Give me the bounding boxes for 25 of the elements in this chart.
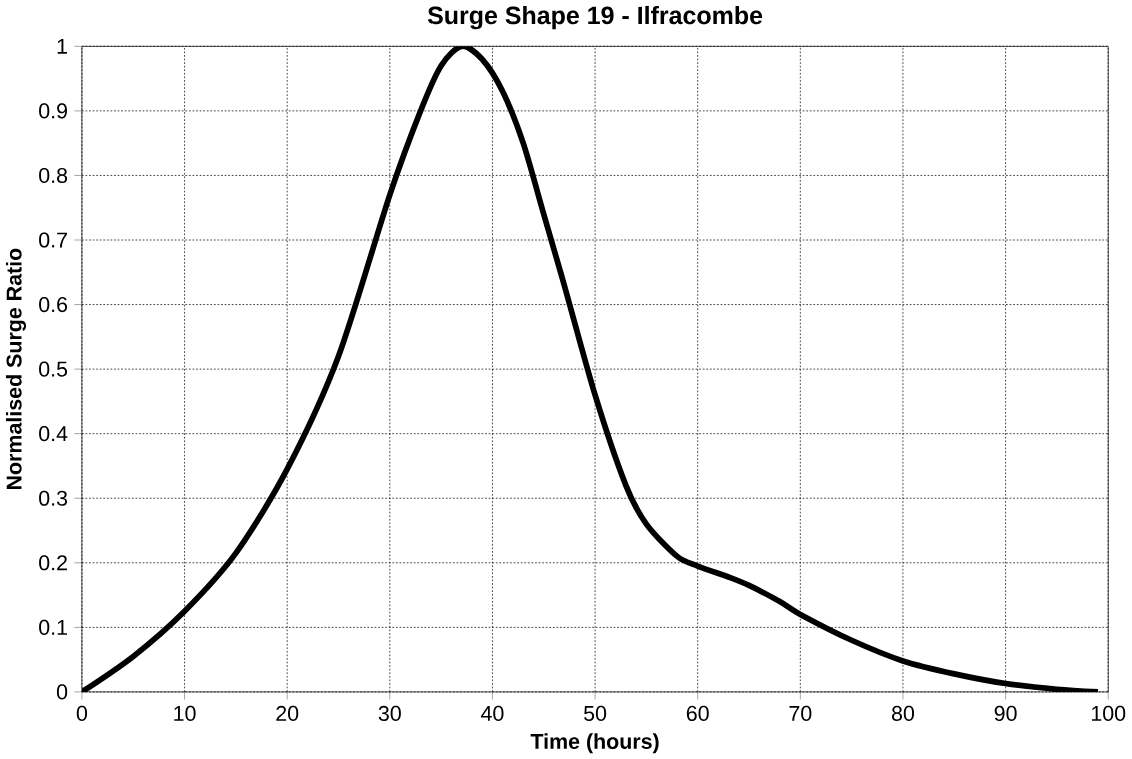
x-tick-label: 30 <box>378 705 401 721</box>
x-tick-label: 0 <box>76 705 88 721</box>
y-tick-label: 0.7 <box>39 232 67 248</box>
x-tick-label: 100 <box>1091 705 1126 721</box>
y-axis-title: Normalised Surge Ratio <box>5 248 26 489</box>
y-tick-label: 0.8 <box>39 167 68 183</box>
x-tick-label: 60 <box>686 705 709 721</box>
x-tick-label: 50 <box>584 705 607 721</box>
y-tick-label: 0 <box>56 684 68 700</box>
chart-title: Surge Shape 19 - Ilfracombe <box>427 5 763 30</box>
x-tick-label: 90 <box>994 705 1017 721</box>
x-tick-label: 20 <box>276 705 299 721</box>
x-tick-label: 40 <box>481 705 504 721</box>
y-tick-label: 1 <box>57 38 67 54</box>
x-tick-label: 80 <box>891 705 915 721</box>
y-tick-label: 0.1 <box>39 619 67 635</box>
y-tick-label: 0.2 <box>39 555 67 571</box>
y-tick-label: 0.4 <box>39 426 68 442</box>
y-tick-label: 0.3 <box>39 490 68 506</box>
x-tick-label: 10 <box>174 705 196 721</box>
x-tick-label: 70 <box>789 705 812 721</box>
y-tick-label: 0.5 <box>39 361 68 377</box>
x-axis-title: Time (hours) <box>530 733 659 754</box>
y-tick-label: 0.6 <box>39 296 68 313</box>
y-tick-label: 0.9 <box>39 103 67 119</box>
